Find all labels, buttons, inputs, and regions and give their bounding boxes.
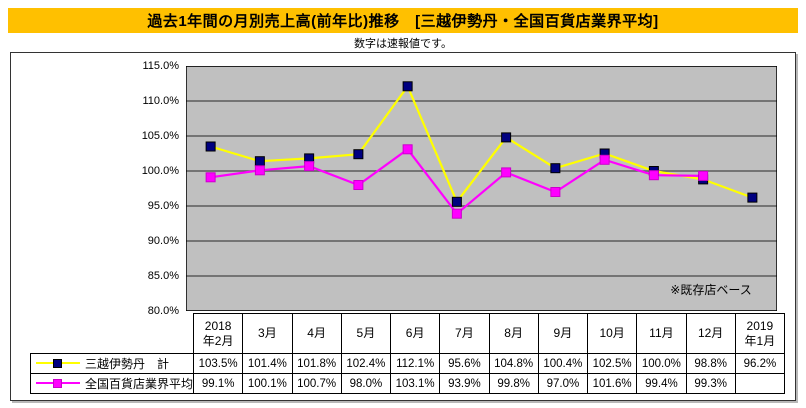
value-cell: 103.1% (390, 373, 441, 394)
month-header-cell: 3月 (242, 313, 293, 354)
series-label-cell: 三越伊勢丹 計 (29, 353, 195, 374)
value-cell: 104.8% (488, 353, 539, 374)
value-cell: 100.7% (291, 373, 342, 394)
series-marker-0 (550, 163, 561, 174)
value-cell: 112.1% (390, 353, 441, 374)
y-axis-tick-label: 90.0% (147, 235, 179, 247)
value-cell: 96.2% (734, 353, 786, 374)
chart-data-table: 2018 年2月 3月 4月 5月 6月 7月 8月 9月 10月 11月 12月 2019 年1月三… (29, 313, 786, 394)
series-marker-1 (402, 144, 413, 155)
value-cell: 95.6% (439, 353, 490, 374)
chart-frame: 115.0% 110.0% 105.0% 100.0% 95.0% 90.0% 85.0% 8… (10, 52, 796, 401)
value-cell: 102.5% (587, 353, 638, 374)
value-cell: 101.4% (242, 353, 293, 374)
value-cell: 99.3% (685, 373, 736, 394)
series-marker-1 (501, 167, 512, 178)
value-cell: 101.8% (291, 353, 342, 374)
series-marker-1 (451, 208, 462, 219)
series-marker-1 (550, 187, 561, 197)
series-marker-1 (353, 180, 364, 190)
month-header-cell: 9月 (537, 313, 589, 354)
value-cell: 100.1% (242, 373, 293, 394)
series-marker-0 (353, 149, 364, 160)
value-cell: 102.4% (340, 353, 392, 374)
series-marker-1 (254, 165, 265, 176)
month-header-cell: 4月 (291, 313, 342, 354)
month-header-cell: 11月 (636, 313, 687, 354)
series-name: 三越伊勢丹 計 (85, 357, 170, 371)
month-header-cell: 10月 (587, 313, 638, 354)
y-axis-tick-label: 115.0% (142, 60, 180, 72)
page-title: 過去1年間の月別売上高(前年比)推移 [三越伊勢丹・全国百貨店業界平均] (8, 8, 798, 33)
month-header-cell: 5月 (340, 313, 392, 354)
series-marker-0 (205, 141, 216, 152)
value-cell: 99.8% (488, 373, 539, 394)
value-cell: 101.6% (587, 373, 638, 394)
month-header-cell: 12月 (685, 313, 736, 354)
y-axis-tick-label: 105.0% (141, 130, 179, 142)
subtitle-note: 数字は速報値です。 (354, 38, 452, 50)
y-axis-tick-label: 80.0% (147, 305, 179, 317)
value-cell (734, 373, 786, 394)
y-axis-tick-label: 85.0% (147, 270, 179, 282)
series-marker-0 (451, 196, 462, 207)
legend-swatch-icon (35, 378, 81, 389)
month-header-cell: 8月 (488, 313, 539, 354)
month-header-cell: 2018 年2月 (193, 313, 244, 354)
series-marker-1 (698, 170, 709, 181)
series-marker-1 (304, 161, 315, 172)
y-axis-tick-label: 100.0% (141, 165, 179, 177)
legend-swatch-icon (35, 358, 81, 369)
series-line-0 (210, 84, 753, 204)
y-axis-tick-label: 110.0% (142, 95, 180, 107)
value-cell: 100.0% (636, 353, 687, 374)
value-cell: 99.4% (636, 373, 687, 394)
value-cell: 100.4% (537, 353, 589, 374)
month-header-cell: 6月 (390, 313, 441, 354)
value-cell: 99.1% (193, 373, 244, 394)
series-marker-1 (648, 170, 659, 181)
value-cell: 103.5% (193, 353, 244, 374)
value-cell: 93.9% (439, 373, 490, 394)
series-marker-0 (747, 192, 758, 203)
series-label-cell: 全国百貨店業界平均 (29, 373, 195, 394)
series-marker-0 (402, 81, 413, 92)
month-header-cell: 7月 (439, 313, 490, 354)
value-cell: 98.0% (340, 373, 392, 394)
series-marker-0 (501, 132, 512, 143)
series-name: 全国百貨店業界平均 (85, 377, 194, 391)
series-marker-1 (205, 172, 216, 183)
y-axis-tick-label: 95.0% (147, 200, 179, 212)
plot-annotation: ※既存店ベース (670, 283, 752, 297)
table-row: 全国百貨店業界平均 99.1% 100.1% 100.7% 98.0% 103.1% 93.… (29, 373, 786, 394)
series-marker-0 (254, 156, 265, 167)
month-header-cell: 2019 年1月 (734, 313, 786, 354)
series-marker-1 (599, 154, 610, 165)
table-corner-blank (31, 314, 194, 354)
value-cell: 98.8% (685, 353, 736, 374)
value-cell: 97.0% (537, 373, 589, 394)
line-chart-plot (186, 66, 777, 311)
table-row: 三越伊勢丹 計 103.5% 101.4% 101.8% 102.4% 112.1% 95.… (29, 353, 786, 374)
plot-background (186, 66, 777, 311)
